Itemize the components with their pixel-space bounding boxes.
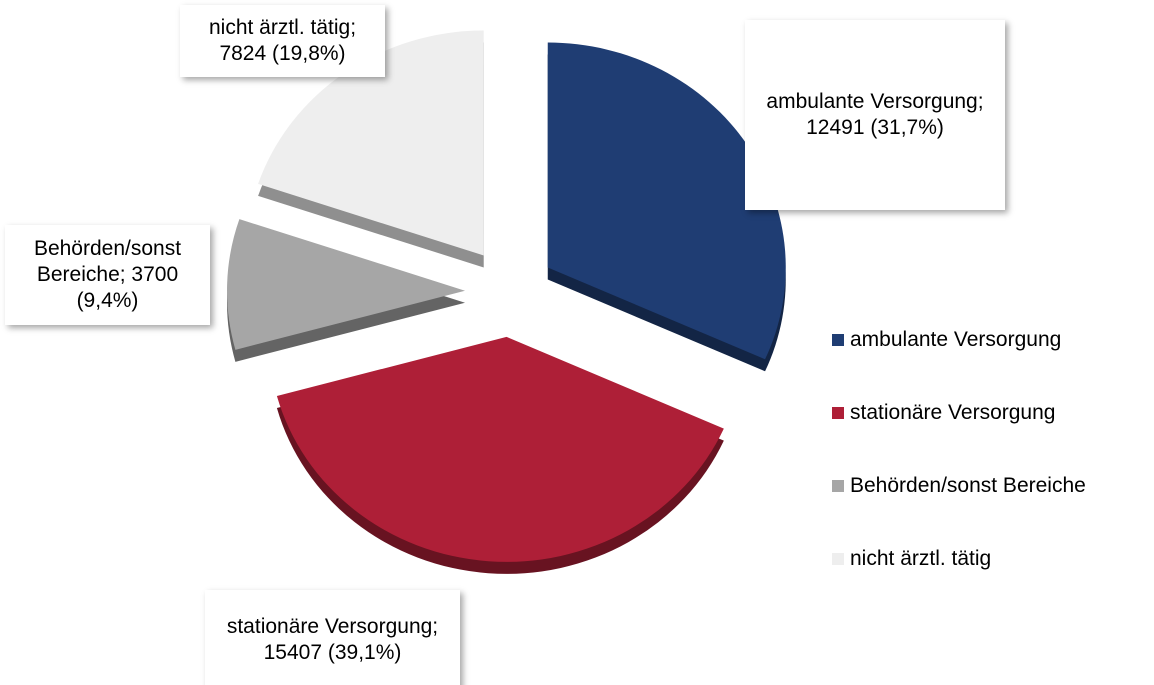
legend-label: Behörden/sonst Bereiche <box>850 474 1086 497</box>
slice <box>227 219 466 350</box>
legend-label: stationäre Versorgung <box>850 401 1056 424</box>
legend-label: ambulante Versorgung <box>850 328 1062 351</box>
data-label: Behörden/sonst Bereiche; 3700 (9,4%) <box>5 225 210 325</box>
data-label: nicht ärztl. tätig; 7824 (19,8%) <box>180 5 385 77</box>
legend-item: ambulante Versorgung <box>832 328 1061 352</box>
slice <box>276 336 724 562</box>
data-label: stationäre Versorgung; 15407 (39,1%) <box>205 590 460 685</box>
data-label: ambulante Versorgung; 12491 (31,7%) <box>745 20 1005 210</box>
slice <box>547 42 786 360</box>
legend-item: Behörden/sonst Bereiche <box>832 474 1086 498</box>
legend-item: stationäre Versorgung <box>832 401 1055 425</box>
legend-item: nicht ärztl. tätig <box>832 547 991 571</box>
legend-swatch <box>832 407 844 419</box>
legend-swatch <box>832 334 844 346</box>
legend-swatch <box>832 480 844 492</box>
legend-swatch <box>832 553 844 565</box>
slice <box>258 30 484 256</box>
legend-label: nicht ärztl. tätig <box>850 547 992 570</box>
